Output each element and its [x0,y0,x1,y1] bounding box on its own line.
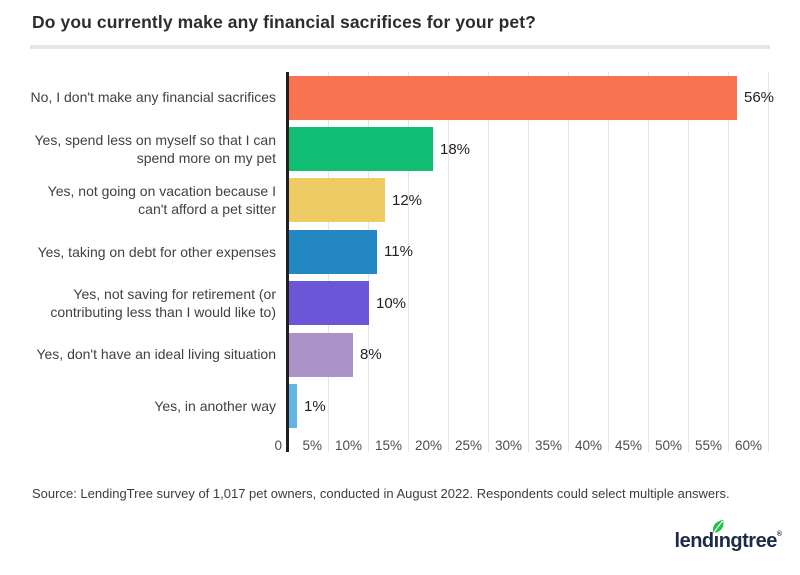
gridline [648,72,649,452]
x-tick-label: 60% [734,438,762,453]
gridline [408,72,409,452]
gridline [488,72,489,452]
x-tick-label: 25% [454,438,482,453]
gridline [568,72,569,452]
value-label: 11% [384,243,413,261]
x-tick-label: 20% [414,438,442,453]
x-tick-label: 10% [334,438,362,453]
value-label: 10% [376,294,407,312]
x-tick-label: 40% [574,438,602,453]
title-divider [30,45,770,49]
bar-row: Yes, in another way 1% [0,380,800,431]
x-tick-label: 0 [274,438,282,453]
source-note: Source: LendingTree survey of 1,017 pet … [32,486,730,501]
bar [289,229,377,274]
gridline [768,72,769,452]
category-label: Yes, not saving for retirement (or contr… [50,285,276,321]
logo-text: lend [674,530,715,552]
bar-row: Yes, taking on debt for other expenses 11… [0,226,800,277]
registered-mark: ® [776,531,782,538]
category-label: Yes, taking on debt for other expenses [37,243,276,260]
category-label: Yes, spend less on myself so that I can … [34,131,276,167]
value-label: 56% [744,89,775,107]
gridline [528,72,529,452]
bar [289,75,737,120]
bar [289,281,369,326]
bar [289,332,353,377]
lendingtree-logo: lendı ngtree® [674,519,782,553]
x-tick-label: 50% [654,438,682,453]
bar-rows: No, I don't make any financial sacrifice… [0,72,800,432]
logo-text: ngtree [718,530,778,552]
bar-row: Yes, not going on vacation because I can… [0,175,800,226]
bar-chart: No, I don't make any financial sacrifice… [0,72,800,457]
x-tick-label: 30% [494,438,522,453]
value-label: 12% [392,191,423,209]
bar-row: Yes, don't have an ideal living situatio… [0,329,800,380]
bar-row: No, I don't make any financial sacrifice… [0,72,800,123]
x-tick-label: 15% [374,438,402,453]
gridline [608,72,609,452]
x-tick-label: 55% [694,438,722,453]
category-label: Yes, don't have an ideal living situatio… [36,346,276,363]
bar [289,178,385,223]
bar-row: Yes, not saving for retirement (or contr… [0,278,800,329]
gridline [448,72,449,452]
bar [289,384,297,429]
y-axis-line [286,72,289,452]
x-tick-label: 45% [614,438,642,453]
value-label: 8% [360,346,382,364]
bar-row: Yes, spend less on myself so that I can … [0,123,800,174]
category-label: Yes, in another way [154,397,276,414]
x-tick-label: 35% [534,438,562,453]
category-label: Yes, not going on vacation because I can… [47,183,276,218]
gridline [728,72,729,452]
chart-title: Do you currently make any financial sacr… [32,12,536,32]
value-label: 18% [440,140,471,158]
leaf-icon [712,519,724,533]
gridline [688,72,689,452]
category-label: No, I don't make any financial sacrifice… [30,89,276,106]
x-tick-label: 5% [302,438,322,453]
bar [289,127,433,172]
value-label: 1% [304,397,326,415]
logo-i: ı [712,519,724,553]
